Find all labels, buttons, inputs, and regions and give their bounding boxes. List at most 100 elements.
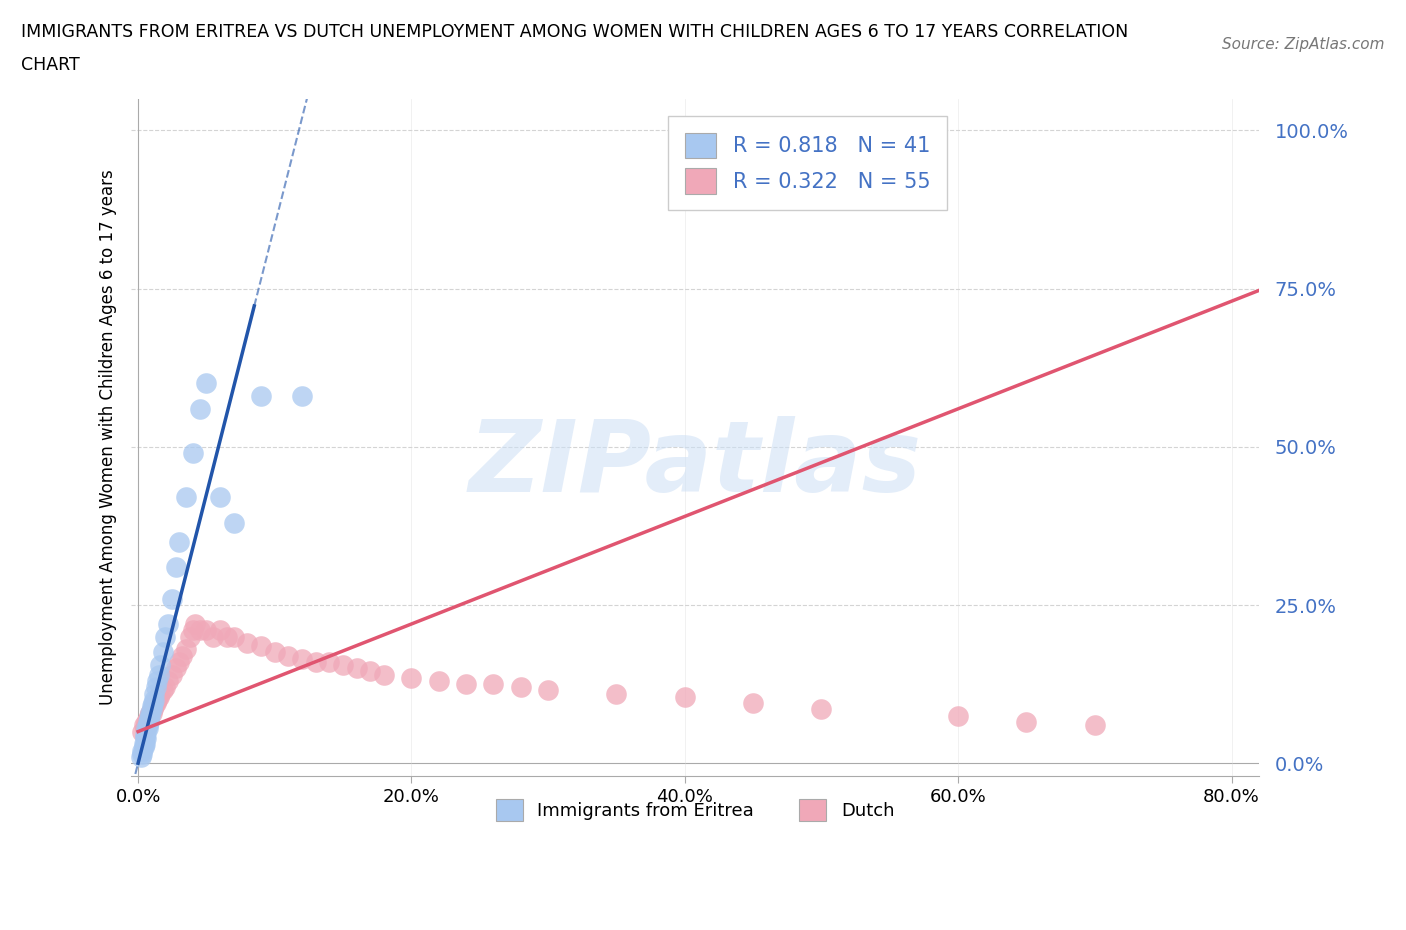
Point [134, 727, 156, 742]
Point [143, 698, 166, 713]
Point [135, 724, 157, 739]
Point [132, 740, 155, 755]
Point [305, 655, 328, 670]
Point [202, 630, 225, 644]
Point [188, 623, 211, 638]
Point [141, 698, 163, 713]
Point [145, 696, 167, 711]
Point [138, 709, 160, 724]
Text: CHART: CHART [21, 56, 80, 73]
Point [129, 750, 152, 764]
Point [250, 639, 273, 654]
Point [291, 651, 314, 666]
Point [165, 661, 187, 676]
Point [148, 689, 170, 704]
Point [138, 711, 160, 726]
Point [209, 490, 232, 505]
Legend: Immigrants from Eritrea, Dutch: Immigrants from Eritrea, Dutch [489, 791, 901, 828]
Point [152, 683, 174, 698]
Point [142, 696, 165, 711]
Point [135, 714, 157, 729]
Text: Source: ZipAtlas.com: Source: ZipAtlas.com [1222, 37, 1385, 52]
Point [149, 686, 172, 701]
Point [277, 648, 299, 663]
Point [184, 617, 207, 631]
Point [742, 696, 765, 711]
Point [134, 730, 156, 745]
Point [145, 680, 167, 695]
Point [332, 658, 354, 672]
Point [215, 630, 238, 644]
Point [148, 667, 170, 682]
Point [136, 714, 159, 729]
Point [537, 683, 560, 698]
Point [146, 693, 169, 708]
Point [135, 730, 157, 745]
Point [195, 623, 218, 638]
Point [605, 686, 627, 701]
Point [509, 680, 531, 695]
Point [136, 718, 159, 733]
Point [810, 702, 832, 717]
Point [152, 645, 174, 660]
Point [174, 642, 197, 657]
Point [456, 677, 478, 692]
Point [157, 673, 180, 688]
Point [139, 705, 162, 720]
Y-axis label: Unemployment Among Women with Children Ages 6 to 17 years: Unemployment Among Women with Children A… [100, 169, 117, 705]
Point [157, 617, 180, 631]
Point [131, 743, 153, 758]
Point [162, 667, 184, 682]
Point [143, 693, 166, 708]
Point [359, 664, 381, 679]
Point [222, 515, 245, 530]
Point [209, 623, 232, 638]
Point [195, 376, 218, 391]
Point [139, 705, 162, 720]
Point [181, 445, 204, 460]
Point [181, 623, 204, 638]
Point [236, 635, 259, 650]
Point [222, 630, 245, 644]
Point [188, 402, 211, 417]
Point [427, 673, 450, 688]
Point [139, 709, 162, 724]
Text: ZIPatlas: ZIPatlas [468, 416, 921, 512]
Point [132, 718, 155, 733]
Point [136, 721, 159, 736]
Point [149, 658, 172, 672]
Point [141, 702, 163, 717]
Point [291, 389, 314, 404]
Point [170, 648, 193, 663]
Text: IMMIGRANTS FROM ERITREA VS DUTCH UNEMPLOYMENT AMONG WOMEN WITH CHILDREN AGES 6 T: IMMIGRANTS FROM ERITREA VS DUTCH UNEMPLO… [21, 23, 1129, 41]
Point [131, 724, 153, 739]
Point [146, 673, 169, 688]
Point [142, 702, 165, 717]
Point [482, 677, 505, 692]
Point [167, 655, 190, 670]
Point [131, 746, 153, 761]
Point [138, 714, 160, 729]
Point [373, 667, 395, 682]
Point [179, 630, 201, 644]
Point [136, 711, 159, 726]
Point [135, 721, 157, 736]
Point [134, 721, 156, 736]
Point [143, 686, 166, 701]
Point [1084, 718, 1107, 733]
Point [263, 645, 285, 660]
Point [167, 534, 190, 549]
Point [132, 737, 155, 751]
Point [174, 490, 197, 505]
Point [673, 689, 696, 704]
Point [250, 389, 273, 404]
Point [946, 709, 969, 724]
Point [318, 655, 340, 670]
Point [165, 560, 187, 575]
Point [401, 671, 423, 685]
Point [141, 705, 163, 720]
Point [134, 737, 156, 751]
Point [155, 680, 177, 695]
Point [155, 630, 177, 644]
Point [346, 661, 368, 676]
